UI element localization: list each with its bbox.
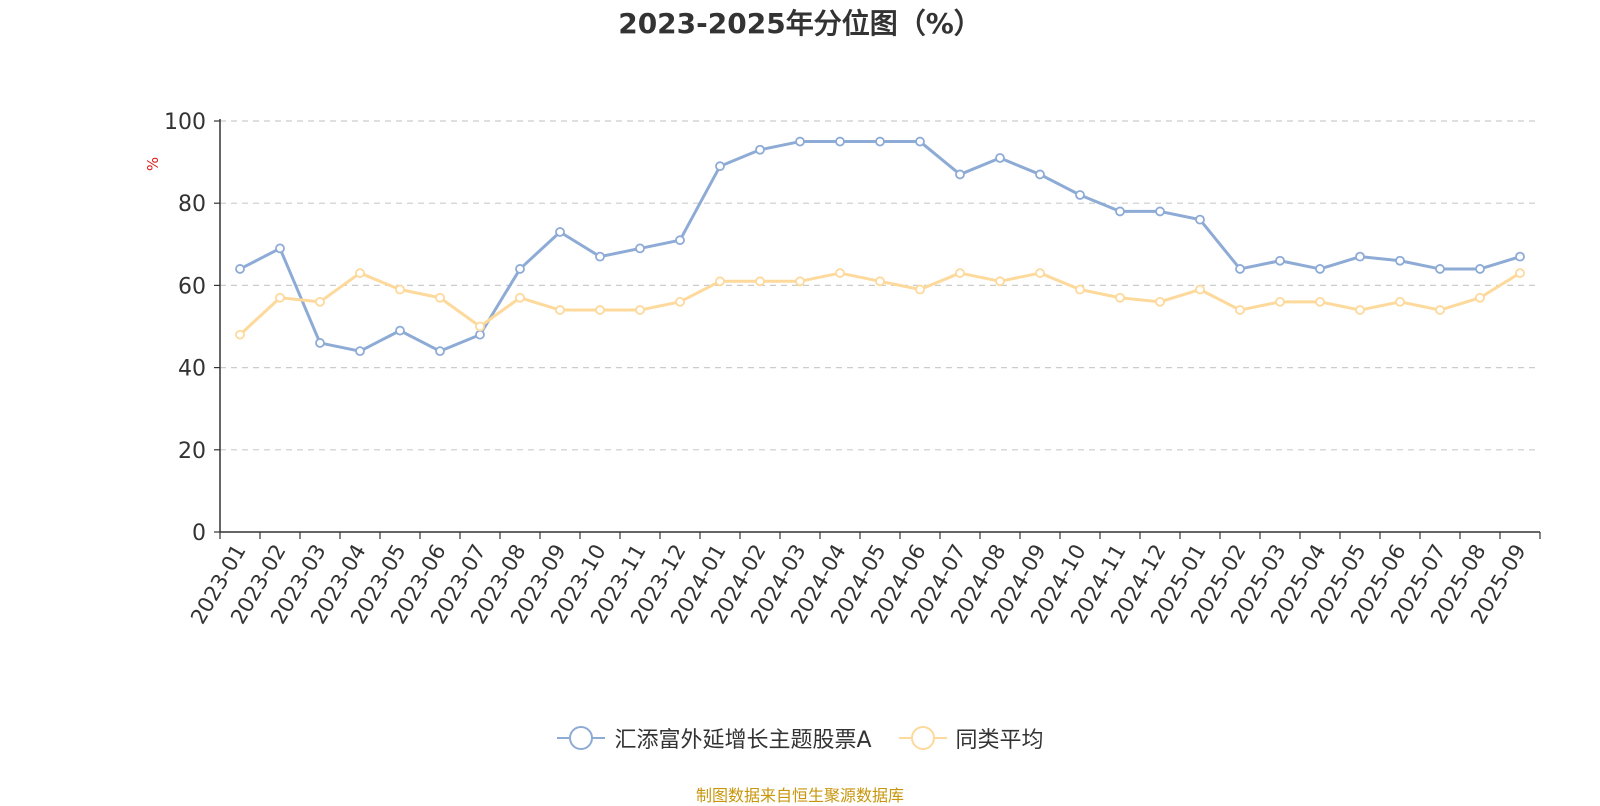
data-point[interactable] [755, 144, 765, 155]
data-point[interactable] [515, 264, 525, 274]
chart-title: 2023-2025年分位图（%） [618, 7, 982, 40]
data-point[interactable] [1475, 264, 1485, 274]
legend-label: 同类平均 [955, 728, 1044, 753]
y-tick-label: 100 [164, 110, 206, 135]
legend-symbol-icon [898, 726, 947, 750]
data-point[interactable] [915, 284, 925, 295]
legend: 汇添富外延增长主题股票A 同类平均 [0, 722, 1600, 754]
data-point[interactable] [995, 153, 1005, 163]
data-point[interactable] [1275, 255, 1285, 266]
data-point[interactable] [275, 292, 285, 303]
data-point[interactable] [475, 329, 485, 340]
y-tick-label: 40 [178, 357, 206, 382]
data-point[interactable] [715, 161, 725, 172]
data-point[interactable] [1195, 284, 1205, 295]
data-point[interactable] [595, 251, 605, 262]
data-point[interactable] [795, 136, 805, 147]
data-point[interactable] [955, 169, 965, 180]
y-axis-unit-label: % [144, 157, 162, 171]
y-tick-label: 80 [178, 192, 206, 217]
data-point[interactable] [475, 321, 485, 332]
series-0 [235, 136, 1525, 357]
source-note: 制图数据来自恒生聚源数据库 [695, 786, 904, 805]
data-point[interactable] [1075, 284, 1085, 295]
series-layer [235, 136, 1525, 357]
data-point[interactable] [835, 268, 845, 278]
data-point[interactable] [435, 346, 445, 357]
series-1 [235, 268, 1525, 340]
data-point[interactable] [395, 325, 405, 336]
data-point[interactable] [955, 268, 965, 278]
data-point[interactable] [355, 346, 365, 357]
data-point[interactable] [1355, 251, 1365, 262]
data-point[interactable] [1035, 268, 1045, 278]
series-line [239, 140, 1521, 353]
data-point[interactable] [1435, 305, 1445, 315]
data-point[interactable] [315, 338, 325, 348]
data-point[interactable] [235, 329, 245, 340]
data-point[interactable] [1235, 264, 1245, 274]
data-point[interactable] [995, 276, 1005, 287]
data-point[interactable] [755, 276, 765, 287]
data-point[interactable] [555, 227, 565, 237]
data-point[interactable] [515, 292, 525, 303]
data-point[interactable] [395, 284, 405, 295]
data-point[interactable] [1315, 264, 1325, 274]
data-point[interactable] [235, 264, 245, 274]
data-point[interactable] [635, 243, 645, 254]
data-point[interactable] [1475, 292, 1485, 303]
data-point[interactable] [1115, 206, 1125, 217]
data-point[interactable] [795, 276, 805, 287]
data-point[interactable] [1155, 296, 1165, 307]
data-point[interactable] [835, 136, 845, 147]
data-point[interactable] [315, 296, 325, 307]
data-point[interactable] [1515, 251, 1525, 262]
y-tick-label: 60 [178, 274, 206, 299]
data-point[interactable] [875, 136, 885, 147]
data-point[interactable] [595, 305, 605, 315]
legend-symbol-icon [557, 726, 606, 750]
data-point[interactable] [875, 276, 885, 287]
legend-item[interactable]: 汇添富外延增长主题股票A [556, 722, 872, 754]
y-tick-label: 0 [192, 521, 206, 546]
data-point[interactable] [1395, 296, 1405, 307]
data-point[interactable] [675, 235, 685, 246]
data-point[interactable] [1155, 206, 1165, 217]
data-point[interactable] [635, 305, 645, 315]
data-point[interactable] [1075, 190, 1085, 200]
data-point[interactable] [1395, 255, 1405, 266]
data-point[interactable] [715, 276, 725, 287]
data-point[interactable] [1315, 296, 1325, 307]
data-point[interactable] [555, 305, 565, 315]
legend-label: 汇添富外延增长主题股票A [614, 728, 872, 753]
data-point[interactable] [1435, 264, 1445, 274]
data-point[interactable] [355, 268, 365, 278]
data-point[interactable] [275, 243, 285, 254]
data-point[interactable] [1115, 292, 1125, 303]
data-point[interactable] [1275, 296, 1285, 307]
y-tick-label: 20 [178, 439, 206, 464]
data-point[interactable] [1235, 305, 1245, 315]
data-point[interactable] [1195, 214, 1205, 225]
data-point[interactable] [1035, 169, 1045, 180]
legend-item[interactable]: 同类平均 [898, 722, 1044, 754]
data-point[interactable] [435, 292, 445, 303]
axis-layer: 0204060801002023-012023-022023-032023-04… [164, 110, 1541, 628]
data-point[interactable] [1355, 305, 1365, 315]
data-point[interactable] [675, 296, 685, 307]
data-point[interactable] [915, 136, 925, 147]
data-point[interactable] [1515, 268, 1525, 278]
